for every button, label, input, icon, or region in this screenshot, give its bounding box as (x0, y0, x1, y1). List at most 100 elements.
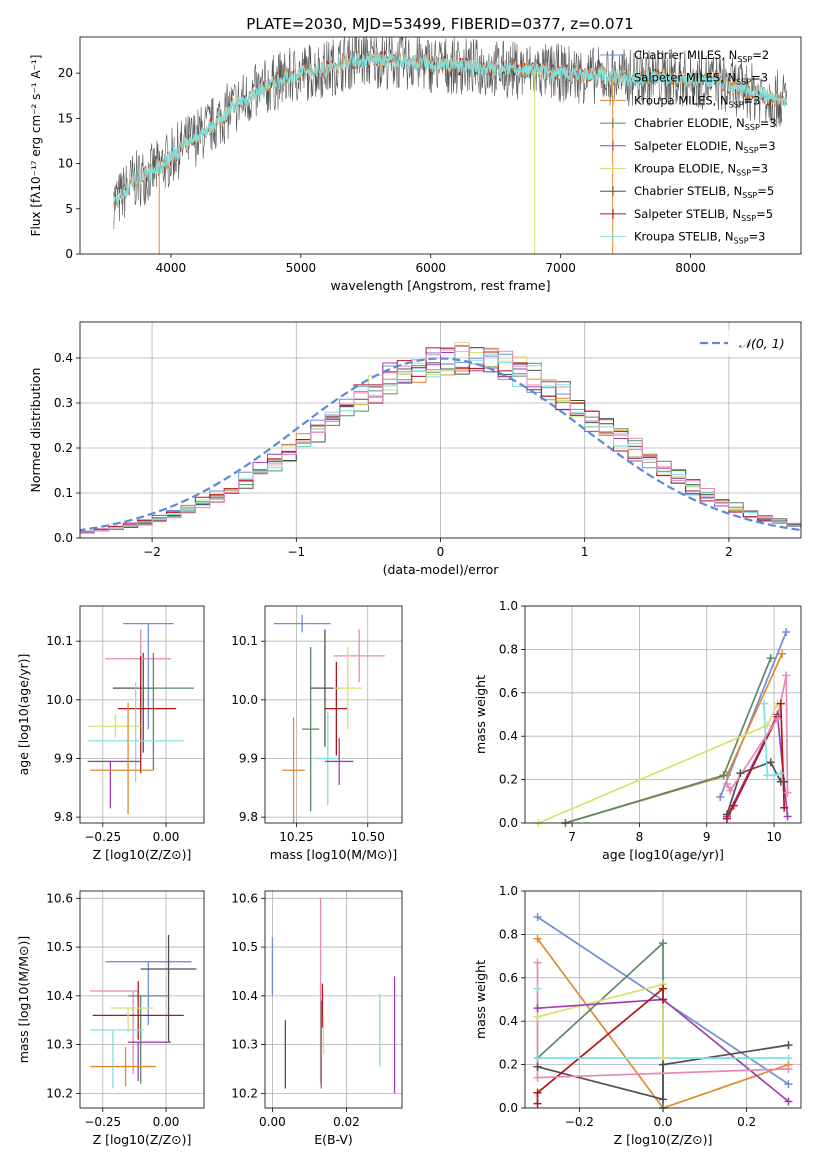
x-tick-label: 0.00 (153, 1115, 180, 1129)
weight-marker (533, 1073, 542, 1082)
weight-line (537, 1044, 789, 1101)
y-tick-label: 0.6 (499, 971, 518, 985)
y-axis-label: Normed distribution (28, 368, 43, 493)
x-tick-label: 0.2 (737, 1115, 756, 1129)
weight-marker (533, 1099, 542, 1108)
observed-spectrum (113, 37, 787, 230)
x-tick-label: −0.25 (84, 830, 121, 844)
y-tick-label: 9.9 (54, 751, 73, 765)
weight-marker (782, 628, 791, 637)
x-axis-label: mass [log10(M/M⊙)] (270, 847, 398, 862)
axes-frame (524, 605, 802, 824)
y-axis-label: mass weight (473, 675, 488, 754)
legend-label: Chabrier STELIB, NSSP=5 (634, 184, 774, 200)
y-tick-label: 0.1 (54, 486, 73, 500)
weight-line (538, 703, 779, 823)
x-tick-label: 10 (766, 830, 781, 844)
y-tick-label: 10.4 (231, 989, 258, 1003)
panel-weight-vs-age: 7 8 9 10 0.0 0.2 0.4 0.6 0.8 1.0 age [log10(age/yr… (473, 599, 802, 862)
weight-marker (773, 714, 782, 723)
weight-marker (784, 1054, 793, 1063)
plot-area (80, 322, 801, 538)
weight-marker (783, 812, 792, 821)
y-tick-label: 0.0 (54, 531, 73, 545)
x-tick-label: 0.0 (653, 1115, 672, 1129)
plot-area (265, 606, 402, 823)
y-tick-label: 10.0 (46, 693, 73, 707)
y-tick-label: 0.2 (499, 773, 518, 787)
plot-area (265, 891, 402, 1108)
axes-frame (264, 605, 403, 824)
x-tick-label: 6000 (415, 261, 446, 275)
weight-marker (726, 786, 735, 795)
x-tick-label: 1 (581, 545, 589, 559)
x-tick-label: 7 (568, 830, 576, 844)
y-axis-label: mass [log10(M/M⊙)] (16, 936, 31, 1064)
weight-marker (533, 1062, 542, 1071)
y-tick-label: 0.4 (499, 1014, 518, 1028)
legend-label: Salpeter MILES, NSSP=3 (634, 71, 768, 87)
x-tick-label: 10.25 (279, 830, 313, 844)
x-axis-label: Z [log10(Z/Z⊙)] (614, 1132, 713, 1147)
panel-mass-vs-EBV: 0.00 0.02 10.2 10.3 10.4 10.5 10.6 E(B-V) (231, 890, 403, 1147)
y-tick-label: 9.8 (54, 810, 73, 824)
y-tick-label: 10.4 (46, 989, 73, 1003)
y-tick-label: 9.9 (239, 751, 258, 765)
x-tick-label: 10.50 (351, 830, 385, 844)
x-tick-label: −1 (287, 545, 305, 559)
weight-marker (782, 671, 791, 680)
weight-marker (776, 699, 785, 708)
y-tick-label: 1.0 (499, 884, 518, 898)
y-tick-label: 10.5 (231, 940, 258, 954)
y-tick-label: 0.6 (499, 686, 518, 700)
x-tick-label: 8000 (675, 261, 706, 275)
legend: 𝒩(0, 1) (690, 330, 794, 356)
panel-mass-vs-Z: −0.25 0.00 10.2 10.3 10.4 10.5 10.6 Z [log10(Z/… (16, 890, 205, 1147)
weight-marker (659, 1060, 667, 1069)
axes-frame (79, 321, 802, 539)
x-tick-label: −0.25 (84, 1115, 121, 1129)
weight-marker (766, 654, 775, 663)
weight-marker (736, 769, 745, 778)
weight-marker (780, 777, 789, 786)
residual-histogram (80, 346, 801, 535)
plot-area (80, 891, 204, 1108)
weight-marker (776, 769, 785, 778)
legend-label: Salpeter STELIB, NSSP=5 (634, 207, 773, 223)
y-tick-label: 0.8 (499, 927, 518, 941)
weight-marker (533, 934, 542, 943)
y-axis-label: mass weight (473, 960, 488, 1039)
y-tick-label: 10 (58, 157, 73, 171)
panel-age-vs-mass: 10.25 10.50 9.8 9.9 10.0 10.1 mass [log10(M/M⊙… (231, 605, 403, 862)
x-tick-label: 9 (703, 830, 711, 844)
panel-weight-vs-Z: −0.2 0.0 0.2 0.0 0.2 0.4 0.6 0.8 1.0 Z [log10(Z/Z… (473, 884, 802, 1147)
x-axis-label: (data-model)/error (383, 562, 500, 577)
y-tick-label: 0.2 (54, 441, 73, 455)
y-tick-label: 20 (58, 66, 73, 80)
weight-marker (716, 792, 725, 801)
plot-area (113, 37, 788, 254)
weight-marker (729, 801, 738, 810)
y-tick-label: 0.4 (499, 729, 518, 743)
normal-curve (80, 357, 801, 532)
legend: Chabrier MILES, NSSP=2 Salpeter MILES, NS… (600, 48, 777, 246)
y-axis-label: Flux [fλ10⁻¹⁷ erg cm⁻² s⁻¹ A⁻¹] (29, 55, 43, 237)
panel-age-vs-Z: −0.25 0.00 9.8 9.9 10.0 10.1 Z [log10(Z/Z⊙)] ag… (16, 605, 205, 862)
plot-area (80, 606, 204, 823)
panel-spectrum: 4000 5000 6000 7000 8000 0 5 10 15 20 wavelength [… (29, 36, 802, 293)
weight-marker (780, 803, 789, 812)
axes-frame (264, 890, 403, 1109)
y-tick-label: 10.2 (46, 1086, 73, 1100)
x-tick-label: 0.00 (259, 1115, 286, 1129)
y-tick-label: 1.0 (499, 599, 518, 613)
x-axis-label: wavelength [Angstrom, rest frame] (330, 278, 550, 293)
y-axis-label: age [log10(age/yr)] (16, 654, 31, 776)
y-tick-label: 10.2 (231, 1086, 258, 1100)
weight-marker (766, 758, 775, 767)
model-spectrum (113, 51, 788, 208)
x-tick-label: −2 (143, 545, 161, 559)
y-tick-label: 0.0 (499, 1101, 518, 1115)
x-axis-label: age [log10(age/yr)] (602, 847, 724, 862)
y-tick-label: 0 (65, 247, 73, 261)
